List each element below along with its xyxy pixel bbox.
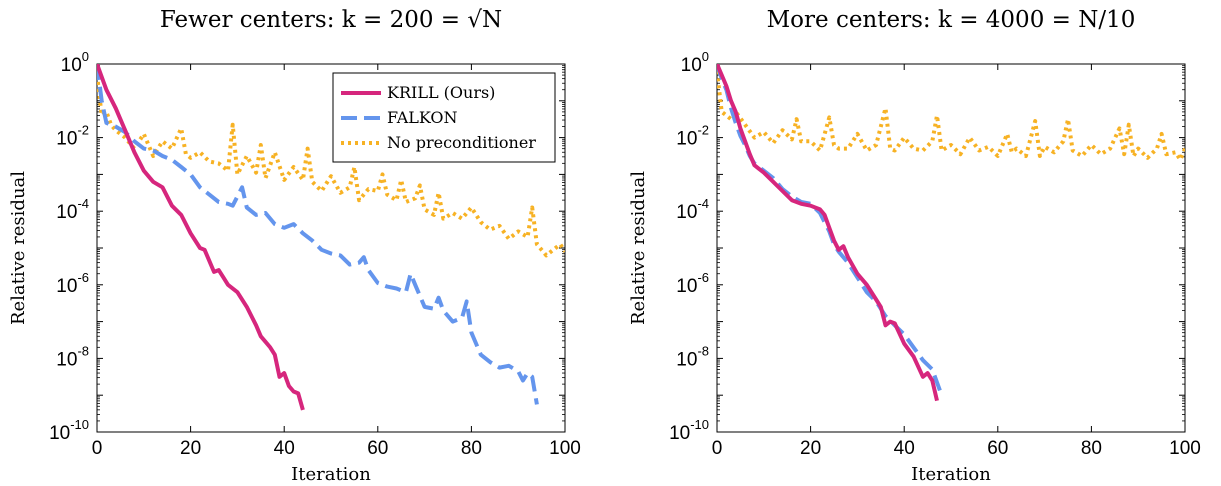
x-tick-label: 60 bbox=[987, 438, 1008, 459]
series-line-no-preconditioner bbox=[97, 74, 565, 258]
y-tick-label: 10-4 bbox=[676, 196, 709, 223]
chart-left-svg: Fewer centers: k = 200 = √N 0 20 40 60 80 100 1… bbox=[8, 7, 581, 485]
chart-title: Fewer centers: k = 200 = √N bbox=[160, 7, 502, 33]
y-tick-label: 10-2 bbox=[676, 123, 709, 150]
x-axis-label: Iteration bbox=[291, 464, 371, 485]
x-tick-label: 40 bbox=[274, 438, 295, 459]
x-tick-label: 40 bbox=[894, 438, 915, 459]
legend-label: KRILL (Ours) bbox=[387, 83, 495, 102]
x-tick-label: 100 bbox=[1169, 438, 1201, 459]
series-line-krill-ours bbox=[97, 64, 305, 411]
series-line-no-preconditioner bbox=[717, 71, 1185, 162]
x-tick-label: 80 bbox=[461, 438, 482, 459]
y-tick-label: 10-10 bbox=[49, 417, 89, 444]
series-line-krill-ours bbox=[717, 64, 939, 402]
y-tick-label: 10-8 bbox=[676, 343, 709, 370]
chart-title: More centers: k = 4000 = N/10 bbox=[767, 7, 1136, 33]
y-tick-label: 10-10 bbox=[669, 417, 709, 444]
y-axis-label: Relative residual bbox=[628, 171, 649, 325]
x-tick-label: 0 bbox=[92, 438, 103, 459]
legend-label: FALKON bbox=[387, 108, 458, 127]
y-tick-label: 10-6 bbox=[676, 270, 709, 297]
plot-frame bbox=[716, 63, 1186, 433]
chart-left: Fewer centers: k = 200 = √N 0 20 40 60 80 100 1… bbox=[0, 0, 600, 486]
x-axis-label: Iteration bbox=[911, 464, 991, 485]
chart-right-svg: More centers: k = 4000 = N/10 0 20 40 60 80 10… bbox=[628, 7, 1201, 485]
y-tick-label: 100 bbox=[681, 49, 709, 76]
y-axis-label: Relative residual bbox=[8, 171, 29, 325]
x-tick-label: 20 bbox=[800, 438, 821, 459]
y-tick-label: 10-4 bbox=[56, 196, 89, 223]
x-tick-label: 100 bbox=[549, 438, 581, 459]
x-tick-label: 80 bbox=[1081, 438, 1102, 459]
series-line-falkon bbox=[97, 64, 539, 405]
x-tick-label: 20 bbox=[180, 438, 201, 459]
y-tick-label: 10-8 bbox=[56, 343, 89, 370]
x-tick-label: 60 bbox=[367, 438, 388, 459]
chart-right: More centers: k = 4000 = N/10 0 20 40 60 80 10… bbox=[620, 0, 1220, 486]
y-tick-label: 10-6 bbox=[56, 270, 89, 297]
legend-label: No preconditioner bbox=[387, 133, 536, 152]
x-tick-label: 0 bbox=[712, 438, 723, 459]
y-tick-label: 10-2 bbox=[56, 123, 89, 150]
y-tick-label: 100 bbox=[61, 49, 89, 76]
